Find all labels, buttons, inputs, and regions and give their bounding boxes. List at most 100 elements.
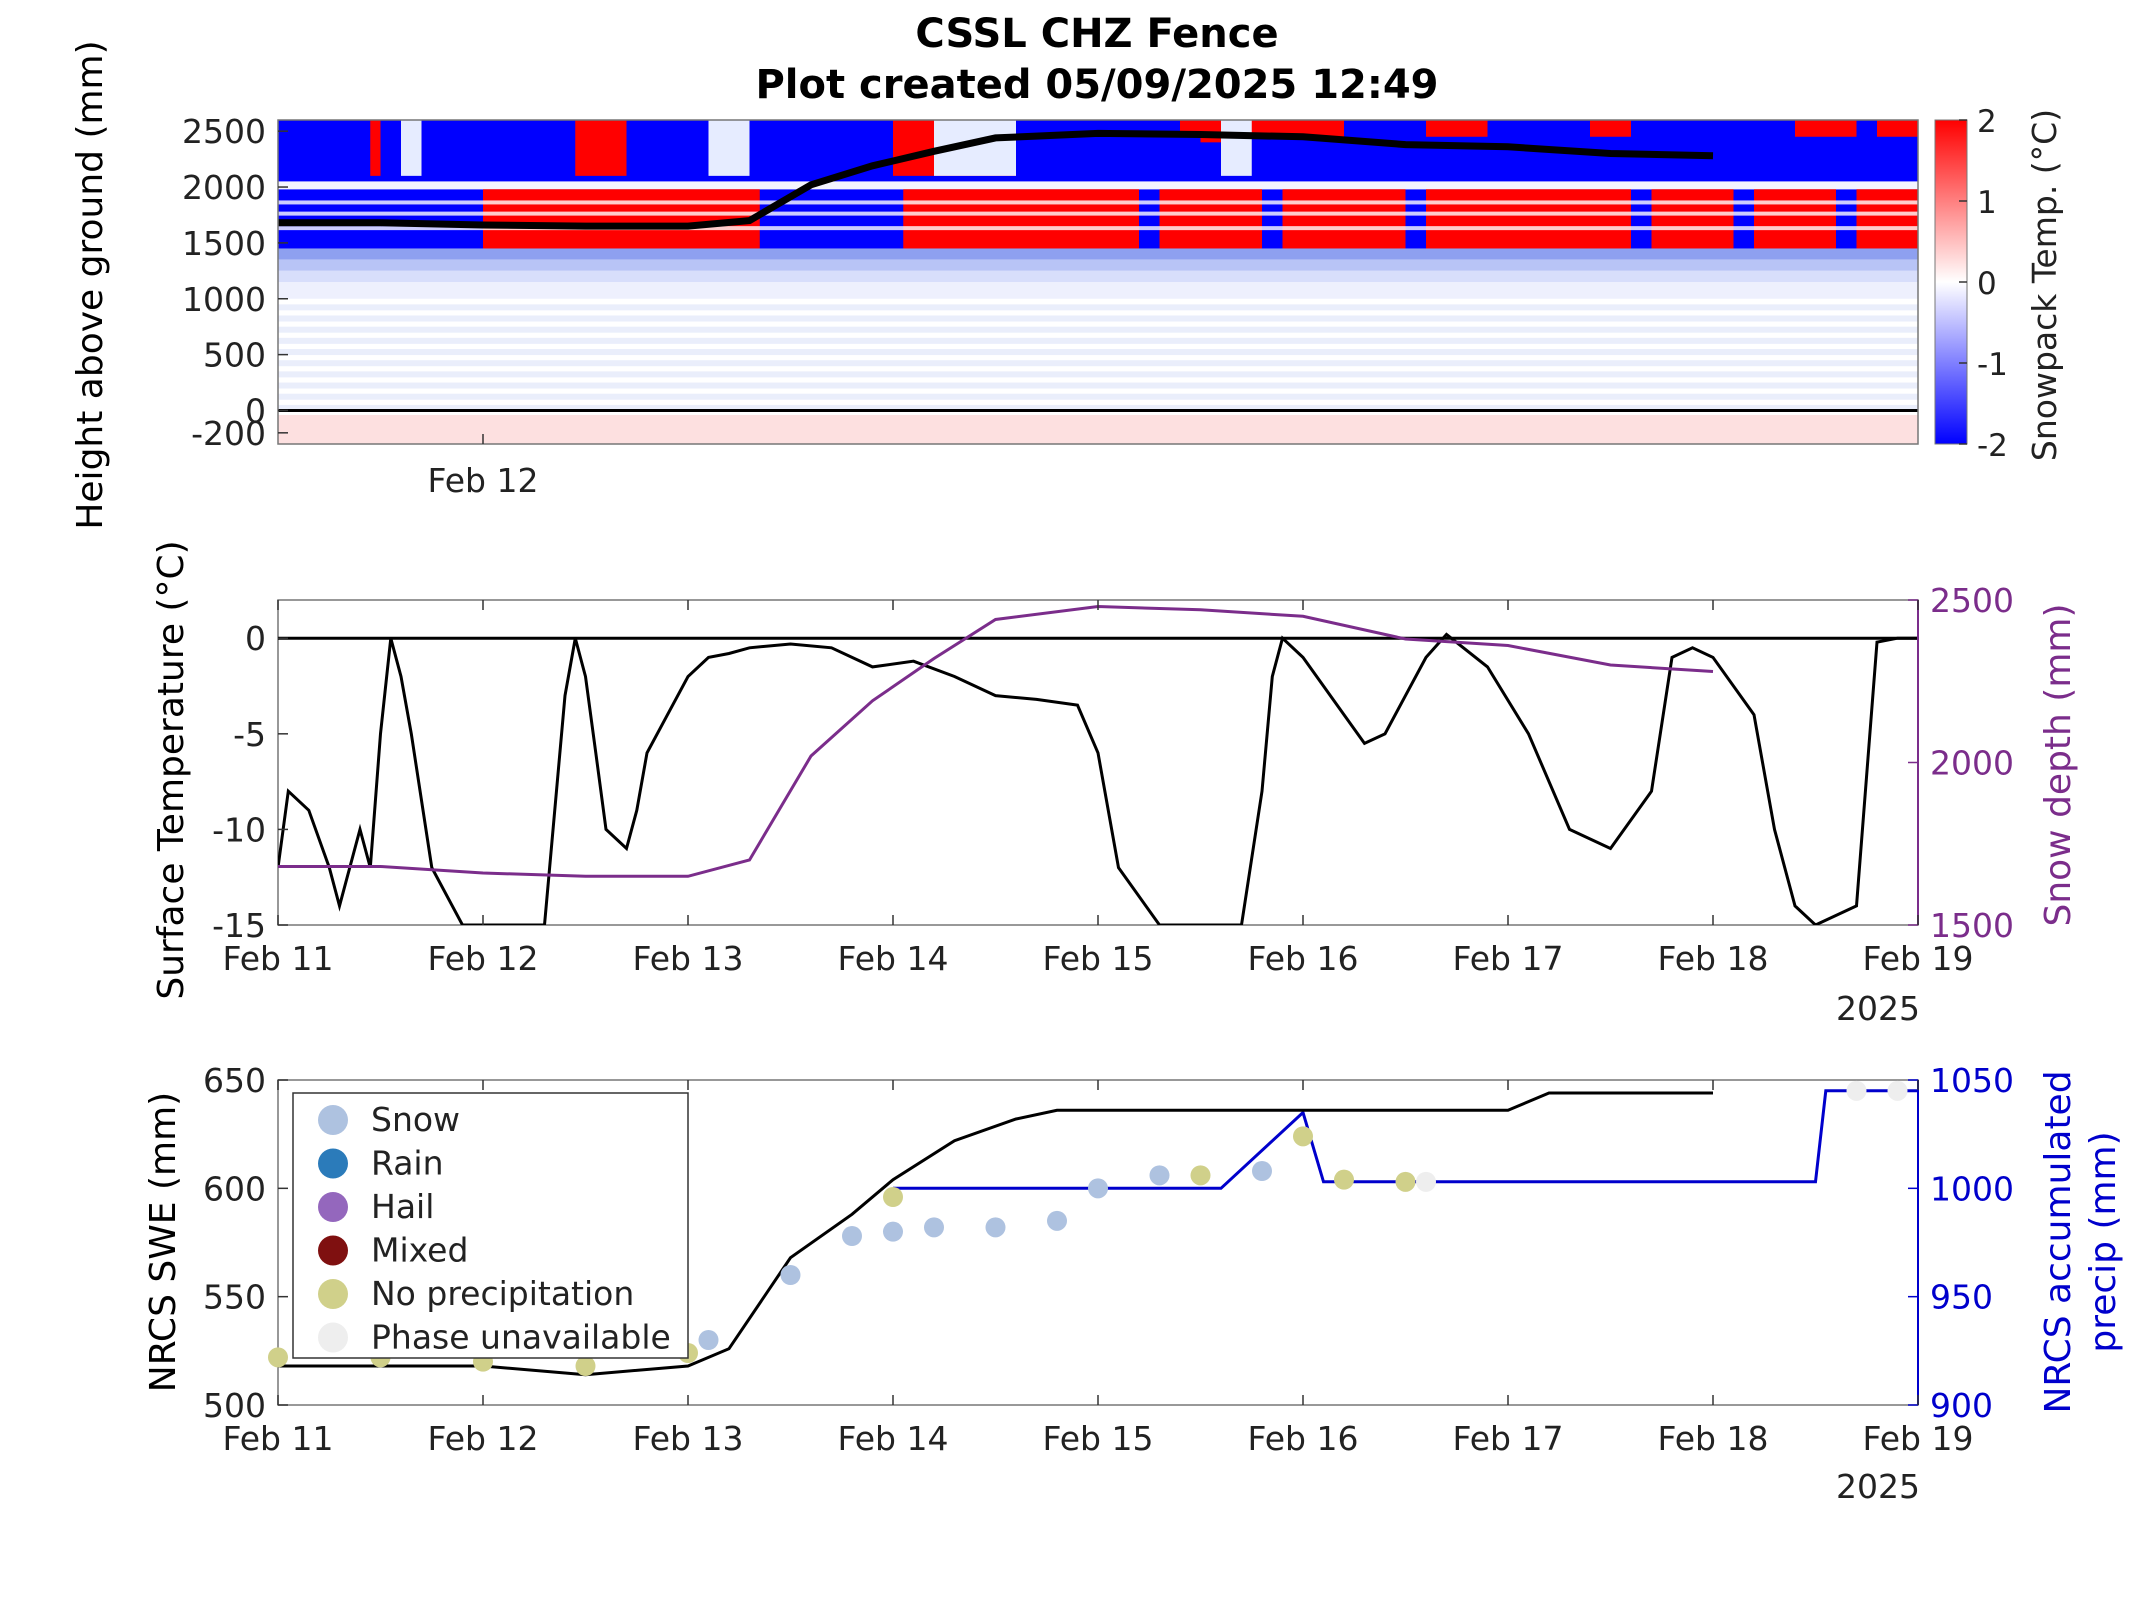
heatmap-warm-patch [1159, 189, 1262, 249]
heatmap-stripe [278, 360, 1918, 367]
heatmap-warm-patch [1856, 189, 1918, 249]
phase-point-none [1190, 1165, 1211, 1186]
heatmap-x-tick-label: Feb 12 [428, 461, 539, 500]
heatmap-stripe [278, 304, 1918, 311]
legend-entry-label: No precipitation [371, 1274, 634, 1313]
heatmap-y-tick-label: 2000 [182, 168, 266, 207]
colorbar-tick-label: 2 [1977, 104, 1997, 140]
phase-point-none [1334, 1169, 1354, 1190]
precip-y-tick-label: 950 [1930, 1278, 1993, 1317]
swe-y-label: NRCS SWE (mm) [143, 1092, 184, 1392]
swe-y-tick-label: 550 [203, 1278, 266, 1317]
phase-point-none [1395, 1171, 1416, 1192]
depth-y-tick-label: 2000 [1930, 744, 2014, 783]
depth-y-tick-label: 2500 [1930, 581, 2014, 620]
swe-x-tick-label: Feb 14 [838, 1419, 949, 1458]
chart-title-line1: CSSL CHZ Fence [915, 11, 1278, 57]
colorbar-label: Snowpack Temp. (°C) [2025, 109, 2064, 461]
heatmap-warm-patch [1426, 120, 1488, 137]
phase-point-snow [924, 1217, 944, 1238]
surface-temp-line [278, 632, 1918, 925]
legend-entry-label: Phase unavailable [371, 1318, 671, 1357]
swe-y-tick-label: 650 [203, 1061, 266, 1100]
heatmap-warm-patch [370, 120, 381, 176]
heatmap-y-label: Height above ground (mm) [70, 40, 111, 529]
heatmap-warm-patch [1651, 189, 1734, 249]
heatmap-y-tick-label: 1000 [182, 280, 266, 319]
heatmap-stripe [278, 315, 1918, 322]
temp-x-tick-label: Feb 12 [428, 939, 539, 978]
heatmap-gap-line [278, 211, 1918, 216]
legend-marker [318, 1235, 348, 1266]
heatmap-frame [277, 119, 1919, 445]
colorbar-tick-label: 1 [1977, 185, 1997, 221]
heatmap-upper-cold [278, 120, 1918, 182]
heatmap-y-tick-label: -200 [191, 414, 266, 453]
depth-y-tick-label: 1500 [1930, 906, 2014, 945]
heatmap-y-tick-label: 0 [245, 391, 266, 430]
temp-x-tick-label: Feb 15 [1043, 939, 1154, 978]
swe-x-tick-label: Feb 13 [633, 1419, 744, 1458]
heatmap-gap-band [278, 181, 1918, 190]
phase-point-snow [1047, 1210, 1067, 1231]
swe-x-tick-label: Feb 19 [1863, 1419, 1974, 1458]
swe-x-tick-label: Feb 11 [223, 1419, 334, 1458]
heatmap-stripe [278, 349, 1918, 356]
heatmap-warm-patch [1877, 120, 1918, 137]
phase-point-none [883, 1187, 903, 1207]
swe-x-tick-label: Feb 18 [1658, 1419, 1769, 1458]
heatmap-stripe [278, 337, 1918, 344]
temp-y-tick-label: -5 [233, 715, 266, 754]
phase-point-none [268, 1347, 288, 1368]
heatmap-gap-line [278, 200, 1918, 205]
heatmap-warm-patch [903, 189, 1139, 249]
legend-marker [318, 1192, 348, 1222]
precip-y-tick-label: 1000 [1930, 1169, 2014, 1208]
heatmap-y-tick-label: 2500 [182, 112, 266, 151]
temp-x-tick-label: Feb 17 [1453, 939, 1564, 978]
surface-temp-panel: 0 -5 -10 -15 2500 2000 1500 Feb 11 Feb 12 Feb 13 F… [151, 540, 2079, 1028]
colorbar-tick-label: -1 [1977, 347, 2008, 383]
heatmap-warm-patch [1282, 189, 1406, 249]
heatmap-stripe [278, 326, 1918, 333]
phase-point-unavailable [1416, 1171, 1436, 1192]
heatmap-fade-band [278, 259, 1918, 271]
swe-x-tick-label: Feb 16 [1248, 1419, 1359, 1458]
legend-marker [318, 1322, 348, 1353]
swe-year-label: 2025 [1836, 1467, 1920, 1506]
phase-point-snow [985, 1217, 1006, 1238]
phase-point-snow [1252, 1161, 1272, 1181]
heatmap-warm-patch [1754, 189, 1836, 249]
heatmap-warm-patch [575, 120, 627, 176]
heatmap-warm-patch [1795, 120, 1857, 137]
phase-point-snow [842, 1226, 862, 1246]
legend-marker [318, 1105, 348, 1135]
heatmap-light-patch [1221, 120, 1252, 176]
heatmap-stripe [278, 393, 1918, 400]
temp-frame [277, 599, 1919, 926]
precip-y-tick-label: 900 [1930, 1386, 1993, 1425]
swe-line [278, 1091, 1713, 1377]
precip-y-label-1: NRCS accumulated [2038, 1070, 2079, 1413]
swe-x-tick-label: Feb 17 [1453, 1419, 1564, 1458]
precip-y-tick-label: 1050 [1930, 1061, 2014, 1100]
heatmap-light-patch [401, 120, 422, 176]
swe-x-tick-label: Feb 15 [1043, 1419, 1154, 1458]
phase-point-snow [1088, 1178, 1108, 1199]
heatmap-warm-patch [1426, 189, 1631, 249]
phase-point-none [1293, 1126, 1313, 1147]
heatmap-y-tick-label: 1500 [182, 224, 266, 263]
chart-title-line2: Plot created 05/09/2025 12:49 [755, 62, 1438, 108]
heatmap-warm-patch [483, 189, 729, 249]
swe-y-tick-label: 500 [203, 1386, 266, 1425]
heatmap-stripe [278, 382, 1918, 389]
heatmap-fade-band [278, 270, 1918, 282]
temp-x-tick-label: Feb 18 [1658, 939, 1769, 978]
depth-y-label: Snow depth (mm) [2038, 603, 2079, 926]
legend-entry-label: Rain [371, 1144, 444, 1183]
snow-depth-line [278, 604, 1714, 878]
heatmap-stripe [278, 371, 1918, 378]
phase-point-none [575, 1356, 596, 1376]
